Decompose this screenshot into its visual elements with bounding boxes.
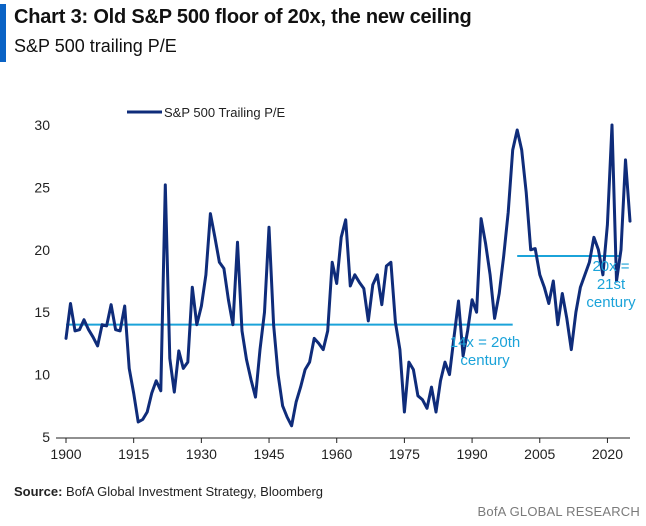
x-tick-label: 1975	[389, 446, 420, 462]
y-tick-label: 20	[34, 242, 50, 258]
title-accent-bar	[0, 4, 6, 62]
annotation-line: 14x = 20th	[450, 334, 520, 351]
annotation-line: 20x =	[592, 258, 629, 275]
series-line	[64, 123, 632, 428]
y-tick-label: 25	[34, 179, 50, 195]
y-tick-label: 15	[34, 304, 50, 320]
annotation-20th-century: 14x = 20th century	[450, 334, 520, 369]
x-tick-label: 1900	[50, 446, 81, 462]
y-tick-label: 10	[34, 367, 50, 383]
annotation-line: century	[586, 294, 636, 311]
annotation-line: 21st	[597, 276, 626, 293]
x-tick-label: 2020	[592, 446, 623, 462]
x-tick-label: 1960	[321, 446, 352, 462]
annotation-line: century	[460, 352, 510, 369]
brand-logo-text: BofA GLOBAL RESEARCH	[477, 504, 640, 519]
x-tick-label: 1990	[457, 446, 488, 462]
x-tick-label: 1945	[253, 446, 284, 462]
chart-title: Chart 3: Old S&P 500 floor of 20x, the n…	[14, 6, 472, 28]
chart-subtitle: S&P 500 trailing P/E	[14, 36, 177, 56]
source-text: BofA Global Investment Strategy, Bloombe…	[66, 484, 324, 499]
x-tick-label: 1915	[118, 446, 149, 462]
x-tick-label: 1930	[186, 446, 217, 462]
annotation-21st-century: 20x = 21st century	[586, 258, 636, 311]
source-label: Source:	[14, 484, 63, 499]
y-tick-label: 30	[34, 117, 50, 133]
y-tick-label: 5	[42, 429, 50, 445]
source-note: Source: BofA Global Investment Strategy,…	[14, 484, 323, 499]
x-tick-label: 2005	[524, 446, 555, 462]
legend-label: S&P 500 Trailing P/E	[164, 105, 285, 120]
